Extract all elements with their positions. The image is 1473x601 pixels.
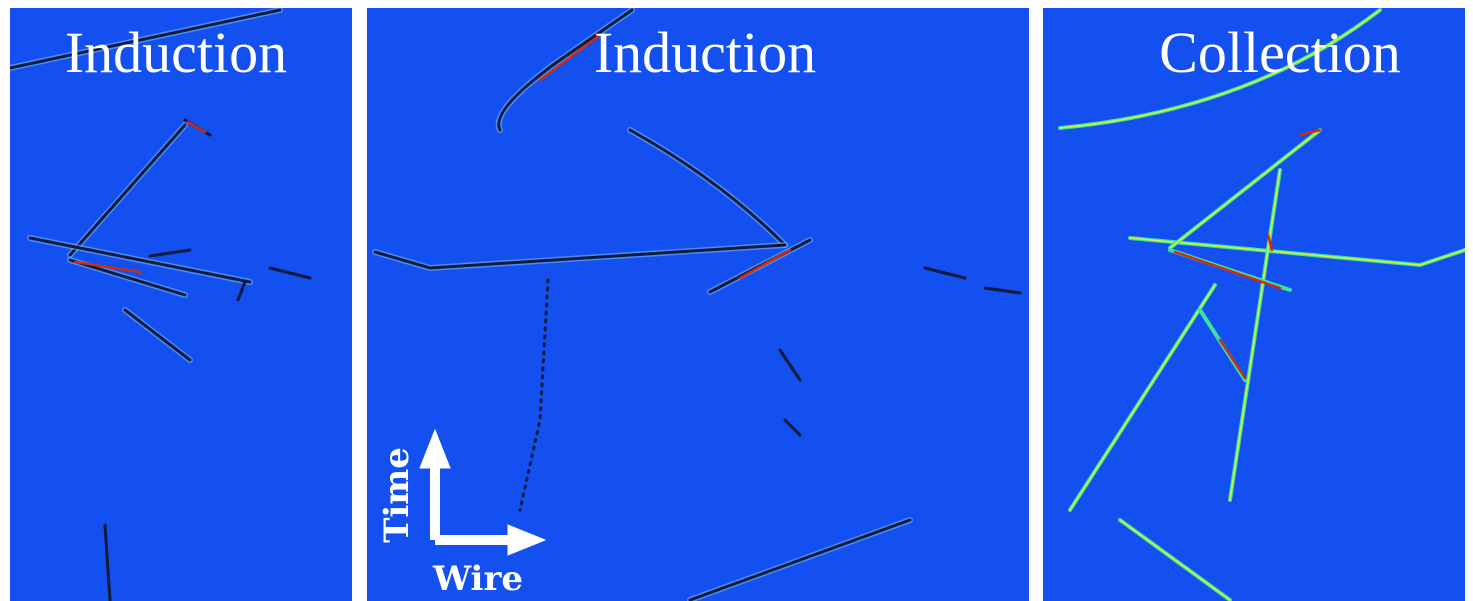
- panel-background: [10, 8, 352, 601]
- panel-background: [1043, 8, 1465, 601]
- collection-panel: Collection: [1043, 8, 1465, 601]
- vertical-axis-label: Time: [377, 447, 417, 543]
- panel-background: [367, 8, 1029, 601]
- induction-panel-1: Induction: [10, 8, 352, 601]
- horizontal-axis-label: Wire: [432, 559, 523, 599]
- panel-title: Induction: [65, 20, 287, 85]
- induction-panel-2: Induction Time Wire: [367, 8, 1029, 601]
- event-display: Induction Induction Time Wire: [0, 0, 1473, 601]
- panel-title: Induction: [594, 20, 816, 85]
- panel-title: Collection: [1159, 20, 1401, 85]
